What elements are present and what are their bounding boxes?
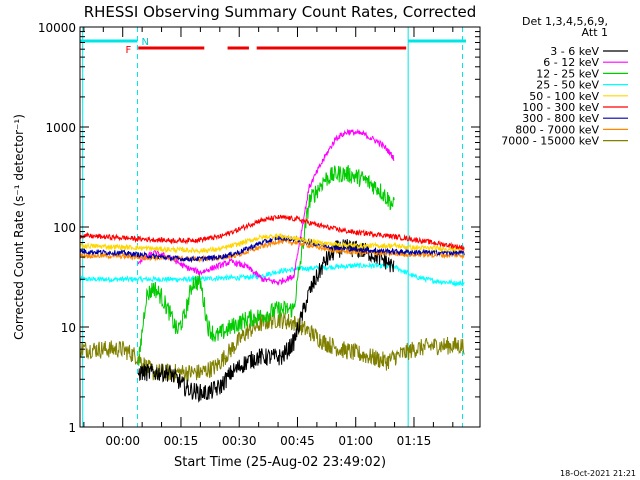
series-line-800-7000-kev bbox=[79, 237, 465, 263]
y-axis-label: Corrected Count Rate (s⁻¹ detector⁻¹) bbox=[12, 114, 26, 340]
series-line-100-300-kev bbox=[79, 214, 465, 252]
footer-timestamp: 18-Oct-2021 21:21 bbox=[560, 469, 636, 478]
series-line-6-12-kev bbox=[137, 128, 395, 287]
legend-label: 6 - 12 keV bbox=[543, 56, 599, 69]
legend-label: 50 - 100 keV bbox=[529, 90, 599, 103]
y-tick-label: 1000 bbox=[45, 121, 76, 135]
flare-flag-label: F bbox=[125, 45, 131, 56]
legend-label: 12 - 25 keV bbox=[536, 67, 599, 80]
y-tick-label: 100 bbox=[53, 221, 76, 235]
axes bbox=[79, 26, 481, 428]
legend-header: Det 1,3,4,5,6,9, bbox=[522, 15, 608, 28]
x-tick-label: 00:00 bbox=[105, 434, 140, 448]
observing-status-bars: NF bbox=[80, 27, 466, 427]
x-tick-label: 00:30 bbox=[222, 434, 257, 448]
series-line-25-50-kev bbox=[79, 261, 465, 288]
y-tick-label: 10 bbox=[61, 321, 76, 335]
x-tick-label: 01:00 bbox=[338, 434, 373, 448]
legend-header: Att 1 bbox=[582, 26, 608, 39]
x-axis-ticks: 00:00 00:15 00:30 00:45 01:00 01:15 bbox=[83, 27, 454, 448]
y-axis-ticks: 1 10 100 1000 10000 bbox=[38, 21, 480, 435]
series-line-300-800-kev bbox=[79, 234, 465, 264]
legend-label: 800 - 7000 keV bbox=[515, 123, 599, 136]
x-tick-label: 00:45 bbox=[280, 434, 315, 448]
legend-label: 100 - 300 keV bbox=[522, 101, 599, 114]
legend-label: 25 - 50 keV bbox=[536, 79, 599, 92]
series-layer bbox=[79, 128, 465, 403]
y-tick-label: 1 bbox=[68, 421, 76, 435]
series-line-50-100-kev bbox=[79, 232, 465, 255]
series-line-12-25-kev bbox=[137, 165, 395, 366]
x-tick-label: 00:15 bbox=[164, 434, 199, 448]
night-flag-label: N bbox=[141, 37, 148, 48]
y-tick-label: 10000 bbox=[38, 21, 76, 35]
x-tick-label: 01:15 bbox=[397, 434, 432, 448]
x-axis-label: Start Time (25-Aug-02 23:49:02) bbox=[174, 455, 386, 470]
series-line-7000-15000-kev bbox=[79, 311, 465, 383]
legend-label: 300 - 800 keV bbox=[522, 112, 599, 125]
plot-frame bbox=[79, 26, 481, 428]
chart-title: RHESSI Observing Summary Count Rates, Co… bbox=[84, 3, 477, 21]
legend-label: 7000 - 15000 keV bbox=[501, 135, 599, 148]
legend-label: 3 - 6 keV bbox=[550, 45, 599, 58]
